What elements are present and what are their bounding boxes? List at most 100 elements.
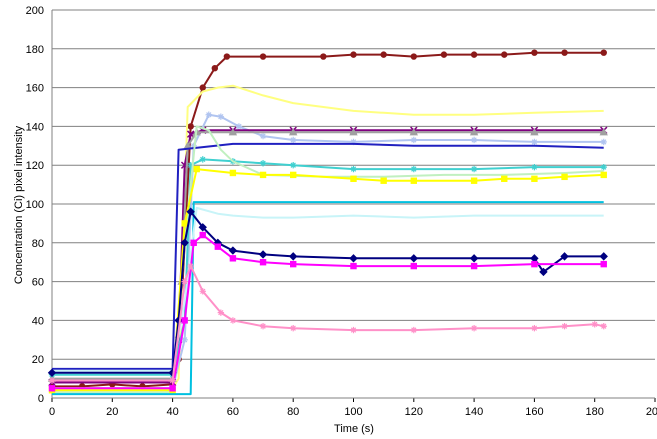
data-point	[290, 162, 297, 169]
series-3	[48, 111, 607, 392]
series-line	[52, 125, 604, 394]
series-line	[52, 113, 604, 390]
series-14	[48, 262, 607, 384]
data-point	[600, 171, 607, 179]
series-line	[52, 131, 604, 380]
x-tick-label: 80	[287, 406, 299, 418]
data-point	[600, 138, 607, 146]
series-10	[52, 201, 604, 396]
data-point	[190, 239, 197, 246]
data-point	[217, 309, 225, 316]
y-tick-label: 200	[26, 5, 44, 17]
data-point	[349, 254, 358, 263]
tick-labels: 0 20 40 60 80 100 120 140 160 180 200 0 20 40 60 80 100 1…	[26, 5, 657, 418]
series-layer	[47, 49, 608, 396]
data-point	[235, 123, 243, 130]
data-point	[350, 51, 357, 58]
data-point	[470, 165, 478, 173]
data-point	[259, 171, 267, 179]
data-point	[600, 163, 607, 171]
x-tick-label: 20	[106, 406, 118, 418]
data-point	[258, 250, 268, 259]
data-point	[290, 136, 297, 144]
data-point	[561, 49, 568, 56]
data-point	[380, 51, 387, 58]
data-point	[229, 317, 237, 324]
y-tick-label: 120	[26, 160, 44, 172]
data-point	[205, 111, 212, 118]
data-point	[214, 243, 222, 250]
data-point	[531, 175, 538, 182]
data-point	[290, 171, 297, 179]
data-point	[199, 231, 206, 239]
x-tick-label: 140	[465, 406, 483, 418]
data-point	[470, 324, 478, 332]
data-point	[599, 128, 608, 136]
data-point	[199, 288, 206, 295]
data-point	[530, 254, 539, 263]
series-8	[52, 125, 604, 394]
data-point	[380, 177, 387, 184]
series-11	[52, 206, 604, 372]
data-point	[183, 141, 192, 149]
data-point	[350, 175, 357, 182]
data-point	[187, 262, 194, 270]
data-point	[531, 49, 538, 56]
data-point	[531, 324, 538, 332]
data-point	[228, 128, 238, 136]
data-point	[48, 377, 56, 384]
data-point	[181, 278, 188, 285]
data-point	[560, 252, 569, 261]
y-tick-label: 100	[26, 199, 44, 211]
data-point	[181, 336, 188, 343]
series-line	[52, 210, 604, 374]
y-tick-label: 160	[26, 83, 44, 95]
series-6	[52, 142, 604, 370]
axes	[51, 10, 656, 402]
series-line	[52, 234, 604, 390]
gridlines	[52, 9, 655, 360]
data-point	[199, 84, 206, 91]
series-line	[52, 142, 604, 370]
data-point	[211, 65, 219, 72]
series-4	[48, 126, 608, 387]
data-point	[350, 326, 357, 334]
data-point	[410, 177, 417, 184]
series-line	[52, 158, 604, 376]
data-point	[193, 165, 200, 173]
data-point	[181, 317, 188, 324]
data-point	[470, 262, 478, 270]
data-point	[228, 246, 238, 255]
data-point	[409, 254, 418, 263]
y-tick-label: 140	[26, 121, 44, 133]
data-point	[259, 132, 267, 140]
data-point	[470, 136, 478, 144]
data-point	[48, 385, 56, 392]
data-point	[289, 252, 298, 261]
series-line	[52, 265, 604, 382]
series-12	[47, 207, 608, 377]
data-point	[531, 138, 538, 146]
data-point	[350, 138, 357, 146]
data-point	[290, 260, 297, 268]
data-point	[199, 156, 206, 163]
data-point	[187, 162, 194, 169]
data-point	[169, 377, 176, 384]
data-point	[229, 169, 237, 177]
x-tick-label: 200	[646, 406, 657, 418]
x-axis-title: Time (s)	[334, 423, 374, 435]
data-point	[198, 223, 207, 232]
y-tick-label: 20	[32, 354, 44, 366]
x-tick-label: 100	[344, 406, 362, 418]
y-tick-label: 40	[32, 315, 44, 327]
data-point	[530, 128, 539, 136]
data-point	[470, 51, 478, 58]
x-tick-label: 160	[525, 406, 543, 418]
y-tick-label: 180	[26, 44, 44, 56]
data-point	[410, 326, 417, 334]
data-point	[561, 323, 568, 330]
series-line	[52, 206, 604, 372]
data-point	[223, 53, 231, 60]
data-point	[531, 163, 538, 171]
